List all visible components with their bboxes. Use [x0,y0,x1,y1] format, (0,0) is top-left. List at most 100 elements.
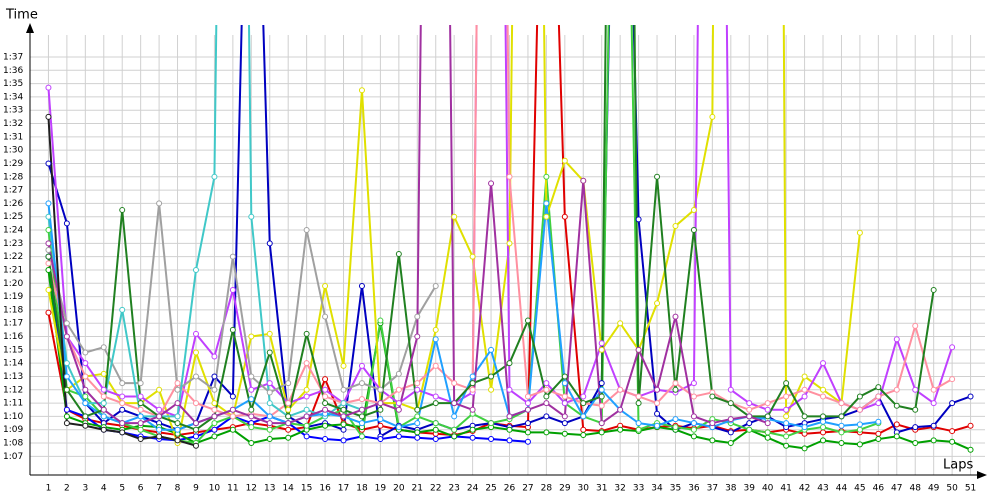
lap-point [192,426,199,433]
x-tick-label: 46 [873,484,885,494]
lap-point [100,400,107,407]
x-tick-label: 25 [485,484,496,494]
lap-point [285,413,292,420]
lap-point [451,413,458,420]
lap-point [432,426,439,433]
lap-point [930,286,937,293]
lap-point [672,386,679,393]
x-tick-label: 8 [175,484,181,494]
lap-point [63,373,70,380]
lap-point [654,410,661,417]
lap-point [156,386,163,393]
lap-point [414,333,421,340]
lap-point [893,433,900,440]
lap-point [322,376,329,383]
lap-point [45,286,52,293]
lap-point [156,200,163,207]
x-tick-label: 38 [725,484,737,494]
lap-point [801,413,808,420]
lap-point [746,426,753,433]
lap-point [377,317,384,324]
lap-point [45,253,52,260]
lap-point [395,370,402,377]
lap-point [211,400,218,407]
lap-point [543,386,550,393]
lap-point [82,393,89,400]
lap-point [100,393,107,400]
lap-point [211,386,218,393]
lap-point [893,386,900,393]
lap-point [432,336,439,343]
x-tick-label: 28 [541,484,553,494]
lap-point [598,429,605,436]
lap-point [598,340,605,347]
lap-point [174,426,181,433]
lap-point [506,240,513,247]
lap-point [801,386,808,393]
lap-point [63,320,70,327]
x-tick-label: 26 [504,484,516,494]
lap-point [820,360,827,367]
lap-point [820,424,827,431]
lap-point [358,420,365,427]
lap-point [783,413,790,420]
lap-point [930,437,937,444]
lap-point [303,227,310,234]
y-tick-label: 1:23 [3,239,23,249]
lap-point [248,396,255,403]
x-tick-label: 29 [559,484,571,494]
lap-point [746,420,753,427]
lap-point [838,440,845,447]
x-tick-label: 45 [854,484,865,494]
x-tick-label: 39 [744,484,756,494]
lap-point [119,380,126,387]
lap-point [617,386,624,393]
lap-point [322,422,329,429]
lap-point [119,429,126,436]
lap-point [82,349,89,356]
lap-point [358,433,365,440]
lap-point [303,433,310,440]
lap-point [801,393,808,400]
x-tick-label: 36 [688,484,700,494]
x-tick-label: 42 [799,484,810,494]
lap-point [764,400,771,407]
x-tick-label: 49 [928,484,940,494]
lap-point [598,402,605,409]
lap-point [469,253,476,260]
lap-point [488,436,495,443]
x-tick-label: 3 [82,484,88,494]
lap-point [506,437,513,444]
lap-point [100,386,107,393]
lap-point [266,349,273,356]
lap-point [598,386,605,393]
lap-point [211,173,218,180]
lap-point [635,400,642,407]
x-tick-label: 32 [614,484,625,494]
lap-point [838,413,845,420]
lap-point [156,433,163,440]
y-tick-label: 1:29 [3,159,23,169]
x-tick-label: 23 [448,484,459,494]
lap-point [414,434,421,441]
lap-point [82,400,89,407]
lap-point [322,282,329,289]
lap-point [838,400,845,407]
plot-area [45,25,974,453]
lap-point [229,286,236,293]
x-tick-label: 15 [301,484,312,494]
lap-point [119,400,126,407]
lap-point [100,413,107,420]
y-axis-label: Time [5,8,38,23]
lap-point [524,317,531,324]
lap-point [506,426,513,433]
x-tick-label: 19 [375,484,387,494]
lap-point [414,313,421,320]
lap-point [561,213,568,220]
lap-point [192,266,199,273]
lap-point [820,429,827,436]
lap-point [672,380,679,387]
lap-point [451,426,458,433]
lap-point [506,360,513,367]
